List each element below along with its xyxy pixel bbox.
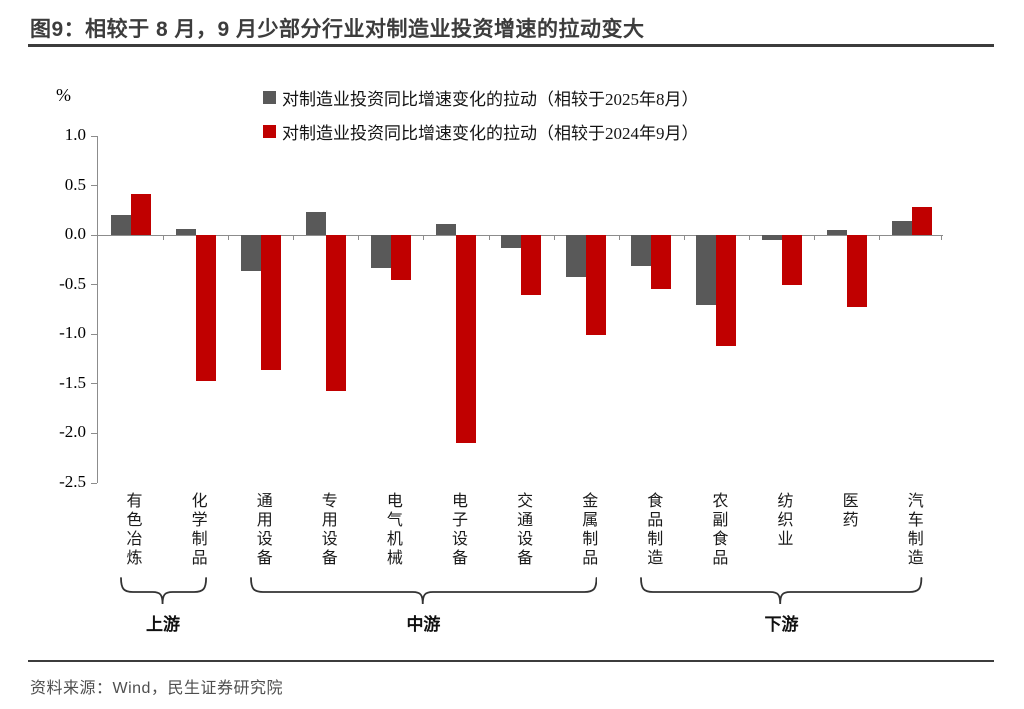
y-axis-tick-label: -1.0 — [59, 323, 86, 343]
bar-sep — [651, 235, 672, 289]
legend-item-aug: 对制造业投资同比增速变化的拉动（相较于2025年8月） — [263, 85, 699, 110]
bar-sep — [260, 235, 281, 370]
legend-item-sep: 对制造业投资同比增速变化的拉动（相较于2024年9月） — [263, 119, 699, 144]
x-axis-tick — [293, 235, 295, 241]
bar-sep — [781, 235, 802, 285]
category-label: 通用设备 — [253, 492, 271, 568]
legend-label-aug: 对制造业投资同比增速变化的拉动（相较于2025年8月） — [282, 90, 699, 109]
title-divider — [28, 44, 994, 47]
bar-sep — [130, 193, 151, 236]
category-label: 交通设备 — [514, 492, 532, 568]
group-bracket — [249, 577, 598, 605]
y-axis-tick-label: -2.5 — [59, 472, 86, 491]
group-bracket — [640, 577, 923, 605]
bar-aug — [240, 235, 261, 271]
y-axis-tick-label: -1.5 — [59, 372, 86, 392]
y-axis-tick — [91, 135, 97, 137]
bar-aug — [305, 212, 326, 236]
category-label: 纺织业 — [774, 492, 792, 549]
bar-aug — [175, 229, 196, 236]
bar-sep — [390, 235, 411, 280]
y-axis-tick — [91, 333, 97, 335]
bar-sep — [521, 235, 542, 295]
source-note: 资料来源：Wind，民生证券研究院 — [30, 680, 283, 697]
group-label: 上游 — [146, 615, 181, 634]
bar-sep — [456, 235, 476, 444]
category-label: 农副食品 — [709, 492, 727, 568]
category-label: 汽车制造 — [904, 492, 922, 568]
bar-aug — [110, 215, 131, 236]
bar-aug — [631, 235, 652, 266]
x-axis-tick — [423, 235, 425, 241]
x-axis-tick — [879, 235, 881, 241]
x-axis-tick — [618, 235, 620, 241]
legend-swatch-aug-icon — [263, 91, 276, 104]
category-label: 医药 — [839, 492, 857, 530]
legend-swatch-sep-icon — [263, 125, 276, 138]
x-axis-tick — [488, 235, 490, 241]
bar-sep — [911, 207, 932, 236]
y-axis-tick — [91, 185, 97, 187]
category-label: 食品制造 — [644, 492, 662, 568]
y-axis-tick-label: -0.5 — [59, 273, 86, 293]
x-axis-tick — [683, 235, 685, 241]
bar-aug — [761, 235, 782, 241]
y-axis-tick-label: 1.0 — [64, 125, 86, 144]
legend-label-sep: 对制造业投资同比增速变化的拉动（相较于2024年9月） — [282, 124, 699, 143]
footer-divider — [28, 660, 994, 662]
y-axis-tick — [91, 383, 97, 385]
y-axis-unit-label: % — [56, 85, 71, 105]
bar-sep — [716, 235, 737, 347]
group-label: 下游 — [764, 615, 799, 634]
y-axis-tick — [91, 432, 97, 434]
x-axis-tick — [358, 235, 360, 241]
x-axis-tick — [748, 235, 750, 241]
category-label: 电气机械 — [383, 492, 401, 568]
bar-aug — [436, 224, 456, 236]
y-axis-tick-label: 0.0 — [64, 224, 86, 244]
bar-aug — [696, 235, 717, 305]
y-axis-tick-label: -2.0 — [59, 422, 86, 442]
bar-sep — [846, 235, 867, 307]
x-axis-tick — [941, 235, 942, 241]
category-label: 化学制品 — [188, 492, 206, 568]
bar-sep — [195, 235, 216, 381]
bar-aug — [370, 235, 391, 268]
y-axis-tick — [91, 234, 97, 236]
group-label: 中游 — [406, 615, 441, 634]
group-bracket — [119, 577, 207, 605]
x-axis-tick — [814, 235, 816, 241]
x-axis-tick — [163, 235, 165, 241]
bar-aug — [501, 235, 522, 249]
x-axis-tick — [553, 235, 555, 241]
bar-aug — [891, 221, 912, 236]
y-axis-line — [97, 136, 98, 483]
bar-sep — [586, 235, 607, 336]
figure-title: 图9：相较于 8 月，9 月少部分行业对制造业投资增速的拉动变大 — [30, 18, 645, 41]
category-label: 有色冶炼 — [123, 492, 141, 568]
x-axis-tick — [228, 235, 230, 241]
y-axis-tick — [91, 482, 97, 484]
category-label: 专用设备 — [318, 492, 336, 568]
y-axis-tick-label: 0.5 — [64, 174, 86, 194]
bar-aug — [826, 230, 847, 236]
category-label: 金属制品 — [579, 492, 597, 568]
bar-aug — [566, 235, 587, 277]
y-axis-tick — [91, 284, 97, 286]
category-label: 电子设备 — [449, 492, 466, 568]
bar-sep — [325, 235, 346, 391]
